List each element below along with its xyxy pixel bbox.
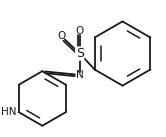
Text: HN: HN [0, 107, 16, 117]
Text: O: O [76, 26, 84, 36]
Text: N: N [76, 70, 84, 80]
Text: O: O [57, 31, 66, 41]
Text: S: S [76, 47, 84, 60]
